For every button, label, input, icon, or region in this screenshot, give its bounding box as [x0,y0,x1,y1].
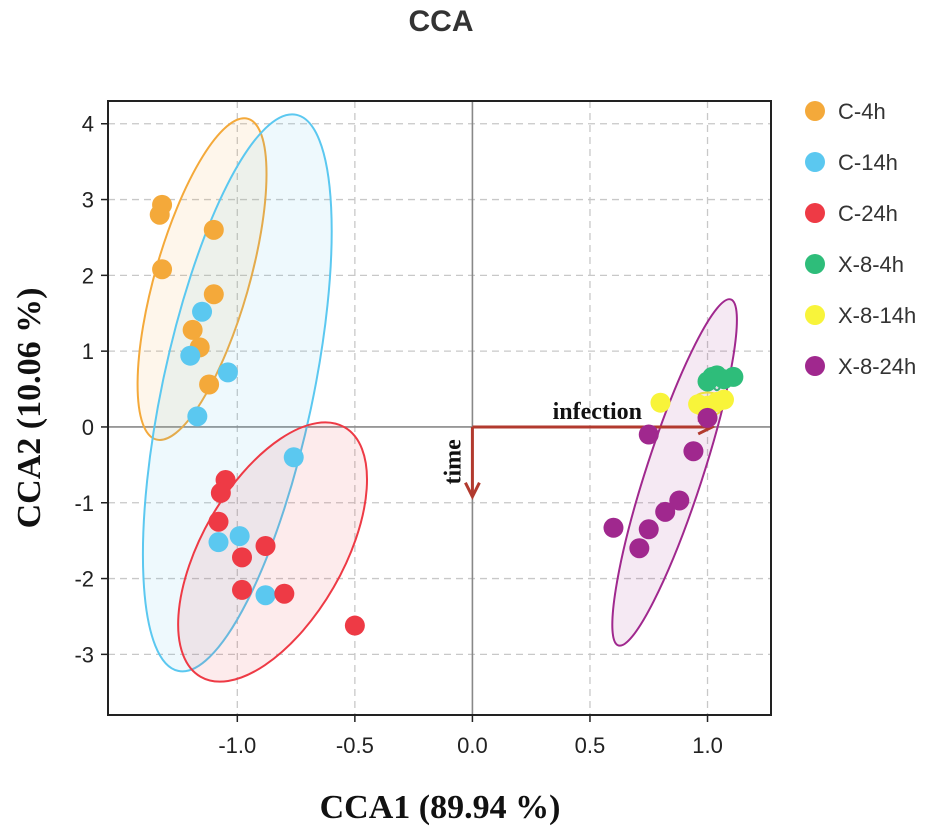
point-x-8-24h-3 [669,490,690,511]
point-c-24h-3 [232,547,253,568]
point-c-4h-7 [199,374,220,395]
legend-marker-x-8-14h [805,305,825,325]
point-c-4h-3 [152,259,173,280]
y-tick-label-2: 2 [82,263,94,288]
annotation-label-time: time [440,439,466,485]
legend-marker-x-8-4h [805,254,825,274]
legend-label-c-24h: C-24h [838,201,898,226]
point-c-4h-5 [182,319,203,340]
y-tick-label-0: 4 [82,112,94,137]
point-c-24h-1 [210,482,231,503]
y-tick-label-3: 1 [82,339,94,364]
legend-marker-c-24h [805,203,825,223]
point-c-24h-6 [274,583,295,604]
legend: C-4h C-14h C-24h X-8-4h X-8-14h X-8-24h [805,99,916,379]
point-x-8-4h-4 [697,371,718,392]
point-c-4h-1 [149,204,170,225]
point-x-8-24h-1 [638,424,659,445]
point-x-8-14h-4 [713,389,734,410]
point-x-8-24h-2 [683,441,704,462]
ellipse-x-8-24h [611,298,738,647]
point-x-8-24h-7 [629,538,650,559]
legend-marker-c-4h [805,101,825,121]
point-c-14h-1 [180,345,201,366]
point-c-4h-4 [203,284,224,305]
legend-label-x-8-4h: X-8-4h [838,252,904,277]
legend-label-x-8-14h: X-8-14h [838,303,916,328]
y-tick-label-4: 0 [82,415,94,440]
point-c-14h-5 [229,526,250,547]
x-tick-label-1: -0.5 [336,733,374,758]
x-tick-labels: -1.0 -0.5 0.0 0.5 1.0 [218,715,723,758]
y-tick-labels: 4 3 2 1 0 -1 -2 -3 [74,112,108,667]
point-x-8-24h-0 [697,407,718,428]
ellipse-c-14h [141,113,333,673]
point-x-8-24h-6 [638,519,659,540]
x-axis-label: CCA1 (89.94 %) [320,789,561,826]
point-x-8-24h-5 [603,517,624,538]
y-tick-label-5: -1 [74,491,94,516]
chart-title: CCA [409,5,474,38]
point-c-4h-2 [203,219,224,240]
grid-lines [108,101,771,715]
point-c-14h-7 [255,585,276,606]
x-tick-label-4: 1.0 [692,733,723,758]
data-points [149,194,744,636]
point-c-24h-2 [208,511,229,532]
legend-marker-x-8-24h [805,356,825,376]
point-x-8-24h-4 [655,501,676,522]
x-tick-label-2: 0.0 [457,733,488,758]
point-c-24h-5 [232,579,253,600]
legend-marker-c-14h [805,152,825,172]
legend-label-c-4h: C-4h [838,99,886,124]
y-tick-label-6: -2 [74,567,94,592]
point-c-24h-4 [255,535,276,556]
arrow-head-time [464,482,481,501]
y-tick-label-1: 3 [82,188,94,213]
point-c-14h-6 [208,532,229,553]
point-c-14h-2 [217,362,238,383]
legend-label-c-14h: C-14h [838,150,898,175]
point-x-8-14h-0 [650,392,671,413]
point-c-14h-0 [192,301,213,322]
point-x-8-4h-3 [723,366,744,387]
point-c-24h-7 [344,615,365,636]
plot-frame [107,100,772,716]
x-tick-label-0: -1.0 [218,733,256,758]
y-tick-label-7: -3 [74,642,94,667]
legend-label-x-8-24h: X-8-24h [838,354,916,379]
annotation-label-infection: infection [553,399,642,425]
point-c-14h-4 [283,447,304,468]
x-tick-label-3: 0.5 [575,733,606,758]
y-axis-label: CCA2 (10.06 %) [11,288,48,529]
point-c-14h-3 [187,406,208,427]
